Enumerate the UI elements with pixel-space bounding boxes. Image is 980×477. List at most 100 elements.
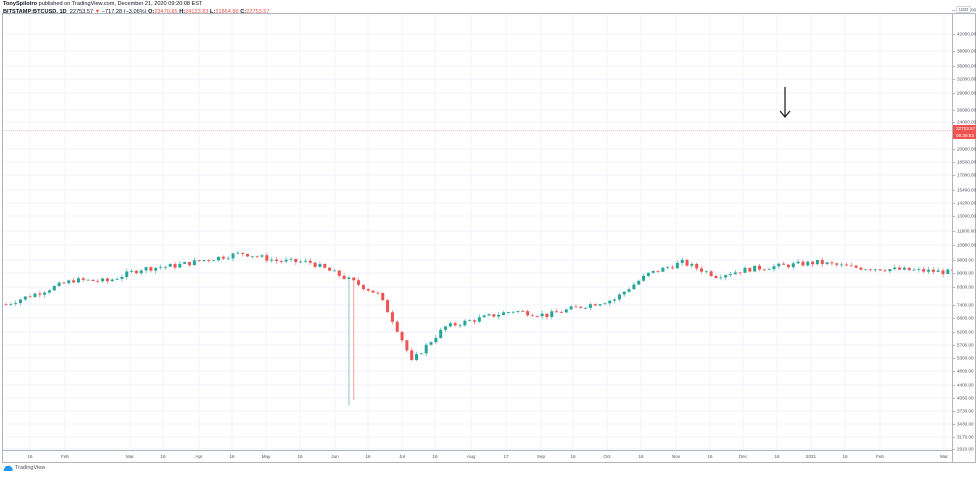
currency-label[interactable]: USD <box>956 6 972 13</box>
price-tick <box>952 162 955 163</box>
candle-down <box>38 293 42 295</box>
candle-down <box>323 263 327 268</box>
candle-up <box>468 320 472 322</box>
price-label: 8300.00 <box>957 284 974 290</box>
candle-up <box>289 258 293 260</box>
price-label: 9800.00 <box>957 257 974 263</box>
time-label: Nov <box>671 454 681 459</box>
candle-up <box>419 353 423 355</box>
candle-down <box>526 311 530 316</box>
candlestick-plot[interactable] <box>3 14 952 450</box>
price-label: 10800.00 <box>957 242 977 248</box>
price-tick <box>952 345 955 346</box>
candle-up <box>439 329 443 338</box>
candle-down <box>72 280 76 283</box>
candle-down <box>62 282 66 284</box>
candle-up <box>236 252 240 254</box>
candle-up <box>192 260 196 266</box>
candle-up <box>332 270 336 272</box>
candle-down <box>279 261 283 262</box>
candle-up <box>125 271 129 277</box>
author-name[interactable]: TonySpilotro <box>3 1 38 7</box>
candle-up <box>564 309 568 313</box>
bar-countdown: 09:39:53 <box>956 133 974 138</box>
time-axis-border <box>3 450 952 451</box>
price-label: 14200.00 <box>957 200 977 206</box>
candle-down <box>188 261 192 266</box>
candle-up <box>893 267 897 270</box>
candle-up <box>43 292 47 295</box>
candle-up <box>506 312 510 313</box>
last-price: 22753.57 <box>69 8 94 15</box>
candle-up <box>666 267 670 269</box>
price-tick <box>952 332 955 333</box>
tradingview-logo[interactable]: TradingView <box>3 465 45 471</box>
candle-up <box>815 259 819 265</box>
high-label: H: <box>179 8 186 15</box>
candle-up <box>637 280 641 285</box>
price-tick <box>952 79 955 80</box>
publish-info: published on TradingView.com, December 2… <box>38 1 203 7</box>
price-label: 3730.00 <box>957 408 974 414</box>
candle-down <box>274 259 278 262</box>
price-label: 7400.00 <box>957 302 974 308</box>
time-label: Jun <box>331 454 339 459</box>
candle-down <box>521 311 525 312</box>
candle-up <box>651 270 655 273</box>
candle-up <box>458 325 462 327</box>
candle-up <box>163 266 167 268</box>
price-label: 15400.00 <box>957 187 977 193</box>
candle-down <box>395 321 399 332</box>
candle-down <box>656 270 660 272</box>
candle-up <box>226 258 230 260</box>
price-tick <box>952 305 955 306</box>
publish-line: TonySpilotro published on TradingView.co… <box>3 1 269 9</box>
candle-up <box>463 320 467 326</box>
price-tick <box>952 149 955 150</box>
candle-down <box>337 270 341 276</box>
price-tick <box>952 437 955 438</box>
candle-up <box>159 267 163 269</box>
candle-down <box>671 267 675 269</box>
price-tick <box>952 122 955 123</box>
candle-up <box>613 299 617 301</box>
candle-up <box>550 311 554 318</box>
price-tick <box>952 231 955 232</box>
candle-up <box>250 256 254 258</box>
candle-up <box>115 278 119 280</box>
candle-down <box>844 264 848 266</box>
candle-up <box>9 303 13 305</box>
candle-down <box>207 260 211 262</box>
time-label: 16 <box>774 454 780 459</box>
candle-down <box>695 263 699 269</box>
candle-up <box>743 267 747 273</box>
candle-down <box>700 268 704 272</box>
candle-up <box>202 260 206 262</box>
time-label: Mar <box>126 454 134 459</box>
candle-down <box>381 292 385 301</box>
price-tick <box>952 110 955 111</box>
candle-up <box>733 272 737 275</box>
price-label: 18500.00 <box>957 159 977 165</box>
candle-up <box>429 342 433 345</box>
candle-down <box>28 296 32 298</box>
candle-down <box>883 270 887 272</box>
candle-up <box>569 306 573 310</box>
candle-down <box>149 267 153 271</box>
price-label: 4800.00 <box>957 368 974 374</box>
candle-up <box>448 323 452 327</box>
low-value: 21864.86 <box>215 8 239 15</box>
price-label: 5300.00 <box>957 355 974 361</box>
price-label: 3170.00 <box>957 434 974 440</box>
price-tick <box>952 216 955 217</box>
candle-up <box>516 311 520 312</box>
candle-up <box>888 269 892 272</box>
candle-down <box>265 255 269 261</box>
time-label: 16 <box>365 454 371 459</box>
candle-down <box>782 263 786 265</box>
candle-down <box>941 270 945 275</box>
candle-up <box>57 282 61 287</box>
candle-up <box>318 263 322 267</box>
candle-up <box>598 304 602 306</box>
price-tick <box>952 190 955 191</box>
